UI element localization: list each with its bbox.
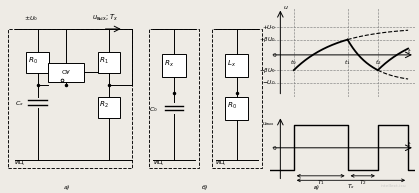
Text: $u_{\rm вых}; T_x$: $u_{\rm вых}; T_x$ [92,13,118,24]
Text: $T_2$: $T_2$ [359,178,367,186]
Text: б): б) [202,185,209,190]
Text: $t$: $t$ [407,47,411,55]
Text: в): в) [313,185,319,190]
Text: $-U_0$: $-U_0$ [262,78,275,87]
Bar [149,29,199,168]
Text: ИЦ: ИЦ [15,159,24,164]
Text: ИЦ: ИЦ [153,159,163,164]
Text: $t$: $t$ [407,141,411,148]
Text: $R_2$: $R_2$ [99,100,109,110]
Text: $t_2$: $t_2$ [375,58,381,67]
Bar [98,96,120,118]
Text: $T_x$: $T_x$ [347,182,355,190]
Text: intellect.icu: intellect.icu [381,184,406,188]
Text: $t_0$: $t_0$ [290,58,297,67]
Text: а): а) [64,185,70,190]
Bar [48,63,84,82]
Text: $C_0$: $C_0$ [149,105,158,114]
Text: ИЦ: ИЦ [216,159,225,164]
Bar [98,52,120,73]
Text: $+U_0$: $+U_0$ [262,23,275,32]
Text: $t_1$: $t_1$ [344,58,351,67]
Text: $C_x$: $C_x$ [15,99,23,108]
Text: $L_x$: $L_x$ [227,58,236,69]
Bar [212,29,262,168]
Bar [162,54,186,77]
Bar [225,54,248,77]
Text: $R_0$: $R_0$ [227,101,237,111]
Text: $R_1$: $R_1$ [99,55,109,66]
Text: ОУ: ОУ [62,70,70,75]
Text: $0$: $0$ [272,144,277,152]
Text: $T_1$: $T_1$ [317,178,325,186]
Text: $+\beta U_0$: $+\beta U_0$ [259,35,275,44]
Bar [8,29,132,168]
Text: $R_x$: $R_x$ [164,58,174,69]
Text: $u_{\rm вых}$: $u_{\rm вых}$ [262,120,275,128]
Text: $-\beta U_0$: $-\beta U_0$ [259,66,275,75]
Bar [26,52,49,73]
Bar [225,96,248,120]
Text: $0$: $0$ [272,51,277,59]
Text: $\pm U_0$: $\pm U_0$ [24,14,39,23]
Text: $u$: $u$ [283,4,289,11]
Text: $R_0$: $R_0$ [28,55,38,66]
